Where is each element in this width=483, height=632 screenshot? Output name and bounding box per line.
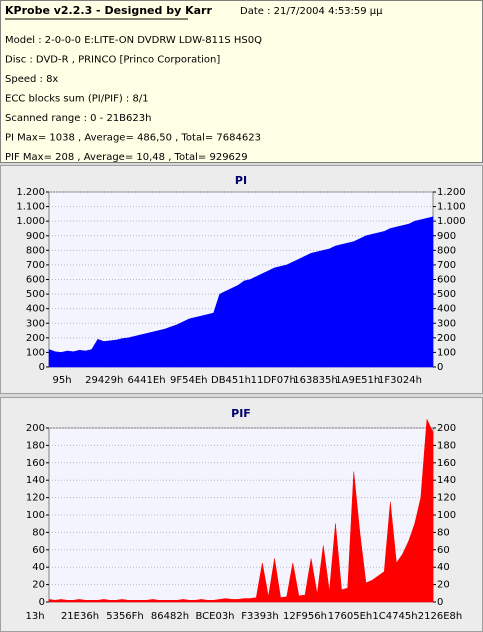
y2-tick-label: 120 [437, 493, 456, 504]
header-line: Scanned range : 0 - 21B623h [5, 113, 151, 124]
x-tick-label: 9F54Eh [170, 375, 208, 386]
header-box [0, 0, 483, 163]
y2-tick-label: 20 [437, 580, 450, 591]
y2-tick-label: 100 [437, 510, 456, 521]
header-line: PIF Max= 208 , Average= 10,48 , Total= 9… [5, 152, 248, 163]
y-tick-label: 200 [26, 333, 45, 344]
x-tick-label: 17605Eh [328, 611, 372, 622]
y2-tick-label: 80 [437, 527, 450, 538]
y-tick-label: 160 [26, 458, 45, 469]
header-line: PI Max= 1038 , Average= 486,50 , Total= … [5, 133, 261, 144]
y-tick-label: 1.000 [16, 216, 45, 227]
y2-tick-label: 1.100 [437, 202, 466, 213]
y2-tick-label: 300 [437, 318, 456, 329]
x-tick-label: 12F956h [283, 611, 327, 622]
y-tick-label: 300 [26, 318, 45, 329]
y-tick-label: 1.100 [16, 202, 45, 213]
y-tick-label: 700 [26, 260, 45, 271]
x-tick-label: 13h [25, 611, 44, 622]
y2-tick-label: 60 [437, 545, 450, 556]
y2-tick-label: 180 [437, 440, 456, 451]
data-area [48, 216, 434, 368]
y2-tick-label: 0 [437, 362, 443, 373]
x-tick-label: 1A9E51h [335, 375, 380, 386]
x-tick-label: 5356Fh [106, 611, 144, 622]
x-tick-label: BCE03h [195, 611, 234, 622]
chart-title: PI [235, 174, 247, 187]
y2-tick-label: 1.200 [437, 187, 466, 198]
y2-tick-label: 200 [437, 333, 456, 344]
y2-tick-label: 160 [437, 458, 456, 469]
y-tick-label: 200 [26, 423, 45, 434]
y-tick-label: 100 [26, 347, 45, 358]
y-tick-label: 0 [39, 597, 45, 608]
header-title: KProbe v2.2.3 - Designed by Karr [5, 4, 212, 17]
y2-tick-label: 1.000 [437, 216, 466, 227]
header-date: Date : 21/7/2004 4:53:59 μμ [240, 6, 383, 17]
y-tick-label: 80 [32, 527, 45, 538]
y2-tick-label: 0 [437, 597, 443, 608]
y2-tick-label: 40 [437, 562, 450, 573]
data-area [48, 418, 434, 603]
x-tick-label: 95h [52, 375, 71, 386]
y-tick-label: 20 [32, 580, 45, 591]
y2-tick-label: 800 [437, 245, 456, 256]
y2-tick-label: 600 [437, 275, 456, 286]
y-tick-label: 0 [39, 362, 45, 373]
chart-title: PIF [231, 407, 251, 420]
y2-tick-label: 200 [437, 423, 456, 434]
y-tick-label: 140 [26, 475, 45, 486]
header-line: Speed : 8x [5, 74, 58, 85]
y-tick-label: 900 [26, 231, 45, 242]
y-tick-label: 500 [26, 289, 45, 300]
y2-tick-label: 100 [437, 347, 456, 358]
y-tick-label: 100 [26, 510, 45, 521]
x-tick-label: F3393h [241, 611, 279, 622]
x-tick-label: 1F3024h [378, 375, 422, 386]
header-line: Disc : DVD-R , PRINCO [Princo Corporatio… [5, 55, 220, 66]
x-tick-label: 86482h [151, 611, 189, 622]
y2-tick-label: 700 [437, 260, 456, 271]
y2-tick-label: 140 [437, 475, 456, 486]
header-line: Model : 2-0-0-0 E:LITE-ON DVDRW LDW-811S… [5, 35, 262, 46]
x-tick-label: 163835h [293, 375, 338, 386]
x-tick-label: 6441Eh [127, 375, 165, 386]
x-tick-label: DB451h [211, 375, 251, 386]
y2-tick-label: 900 [437, 231, 456, 242]
x-tick-label: 21E36h [61, 611, 99, 622]
y-tick-label: 600 [26, 275, 45, 286]
x-tick-label: 29429h [85, 375, 123, 386]
y-tick-label: 800 [26, 245, 45, 256]
y-tick-label: 60 [32, 545, 45, 556]
y-tick-label: 120 [26, 493, 45, 504]
y-tick-label: 1.200 [16, 187, 45, 198]
y2-tick-label: 400 [437, 304, 456, 315]
x-tick-label: 1C4745h [372, 611, 417, 622]
y-tick-label: 40 [32, 562, 45, 573]
x-tick-label: 11DF07h [251, 375, 296, 386]
header-line: ECC blocks sum (PI/PIF) : 8/1 [5, 94, 149, 105]
y2-tick-label: 500 [437, 289, 456, 300]
y-tick-label: 400 [26, 304, 45, 315]
y-tick-label: 180 [26, 440, 45, 451]
x-tick-label: 2126E8h [418, 611, 462, 622]
